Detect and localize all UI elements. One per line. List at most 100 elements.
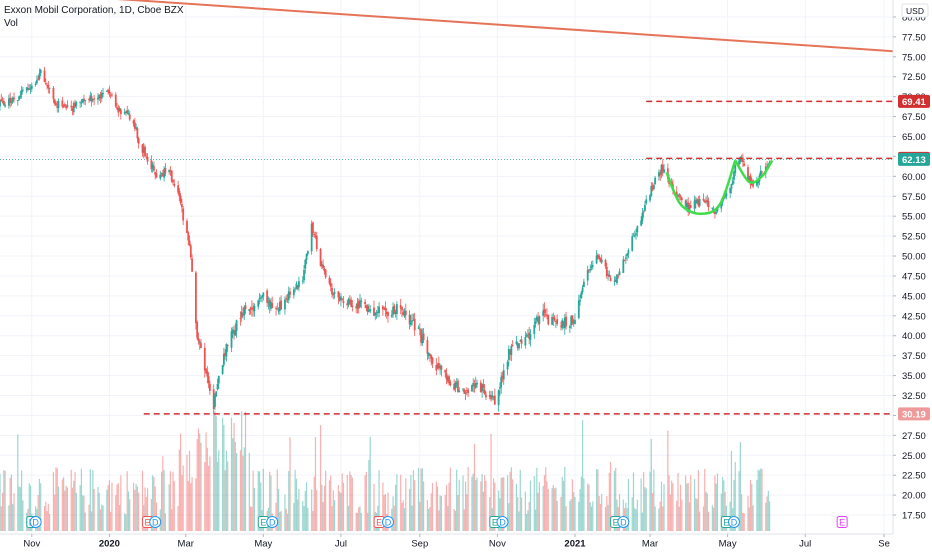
candle-body: [270, 301, 272, 309]
volume-bar: [706, 493, 708, 531]
candle-body: [52, 87, 55, 100]
candle-body: [257, 300, 260, 307]
volume-bar: [294, 469, 296, 531]
candle-body: [626, 253, 629, 257]
candle-body: [357, 301, 360, 309]
volume-bar: [316, 490, 318, 531]
volume-bar: [307, 507, 309, 531]
candle-body: [448, 376, 450, 384]
candle-body: [490, 395, 492, 400]
candle-body: [200, 343, 202, 349]
volume-bar: [71, 487, 74, 531]
drawings: [0, 0, 894, 415]
candle-body: [221, 365, 224, 374]
volume-bar: [359, 506, 361, 531]
volume-bar: [37, 495, 39, 531]
volume-bar: [293, 503, 295, 531]
candle-body: [524, 337, 527, 346]
candle-body: [0, 99, 3, 101]
volume-bar: [8, 505, 10, 531]
candle-body: [21, 89, 24, 91]
time-axis-tick-label: Mar: [642, 539, 658, 550]
candle-body: [63, 104, 66, 107]
candle-body: [1, 101, 4, 103]
candle-body: [310, 223, 313, 252]
price-label-box: [898, 152, 930, 166]
volume-bar: [554, 488, 556, 531]
volume-bar: [269, 471, 271, 531]
candle-body: [285, 298, 288, 300]
volume-bar: [420, 468, 422, 531]
volume-bar: [622, 499, 624, 531]
volume-bar: [285, 508, 287, 531]
chart-legend: Exxon Mobil Corporation, 1D, Cboe BZX Vo…: [4, 4, 184, 30]
volume-bar: [270, 475, 272, 531]
volume-bar: [494, 482, 496, 531]
volume-bar: [485, 480, 487, 531]
candle-body: [153, 166, 155, 171]
volume-bar: [543, 475, 546, 531]
volume-bar: [57, 486, 60, 531]
volume-label[interactable]: Vol: [4, 18, 18, 29]
candle-body: [4, 104, 6, 107]
dividend-marker: [727, 516, 740, 528]
candle-body: [520, 339, 523, 344]
candle-body: [10, 101, 13, 104]
candle-body: [565, 316, 567, 327]
candle-body: [374, 313, 377, 316]
candle-body: [359, 300, 361, 307]
volume-bar: [616, 499, 618, 531]
candle-body: [16, 100, 19, 101]
candle-body: [287, 291, 290, 300]
volume-bar: [365, 471, 367, 531]
volume-bar: [227, 461, 229, 531]
volume-bar: [410, 474, 412, 531]
candle-body: [324, 269, 327, 278]
candle-body: [624, 257, 627, 259]
candle-body: [20, 90, 23, 95]
candle-body: [319, 248, 322, 266]
candle-body: [733, 171, 735, 180]
volume-bar: [0, 473, 1, 531]
candle-body: [346, 303, 349, 306]
candle-body: [528, 332, 531, 339]
volume-bar: [47, 503, 49, 531]
candle-body: [533, 324, 536, 335]
candle-body: [696, 199, 698, 204]
volume-bar: [111, 482, 113, 531]
candle-body: [739, 156, 742, 162]
candle-body: [589, 268, 592, 271]
volume-bar: [693, 479, 696, 531]
candle-body: [509, 350, 512, 355]
volume-bar: [328, 480, 331, 531]
symbol-title[interactable]: Exxon Mobil Corporation, 1D, Cboe BZX: [4, 5, 184, 16]
candle-body: [252, 308, 255, 310]
volume-bar: [145, 496, 147, 531]
price-axis-tick-label: 45.00: [902, 291, 926, 302]
price-label-box: [898, 407, 930, 421]
candle-body: [725, 193, 728, 197]
volume-bar: [302, 500, 304, 531]
volume-bar: [319, 425, 322, 531]
volume-bar: [225, 450, 228, 531]
candle-body: [431, 357, 434, 364]
volume-bar: [598, 496, 600, 531]
volume-bar: [382, 482, 384, 531]
candle-body: [43, 70, 46, 82]
candle-body: [34, 83, 37, 85]
candle-body: [207, 376, 210, 384]
candle-body: [716, 207, 719, 212]
candle-body: [430, 355, 433, 359]
candle-body: [455, 382, 458, 385]
volume-bar: [758, 470, 761, 531]
candle-body: [173, 184, 176, 186]
candle-body: [684, 200, 687, 206]
candle-body: [376, 311, 379, 313]
candle-body: [163, 169, 165, 178]
volume-bar: [65, 485, 67, 531]
candle-body: [588, 269, 590, 271]
candle-body: [608, 274, 611, 277]
volume-bar: [596, 469, 598, 531]
